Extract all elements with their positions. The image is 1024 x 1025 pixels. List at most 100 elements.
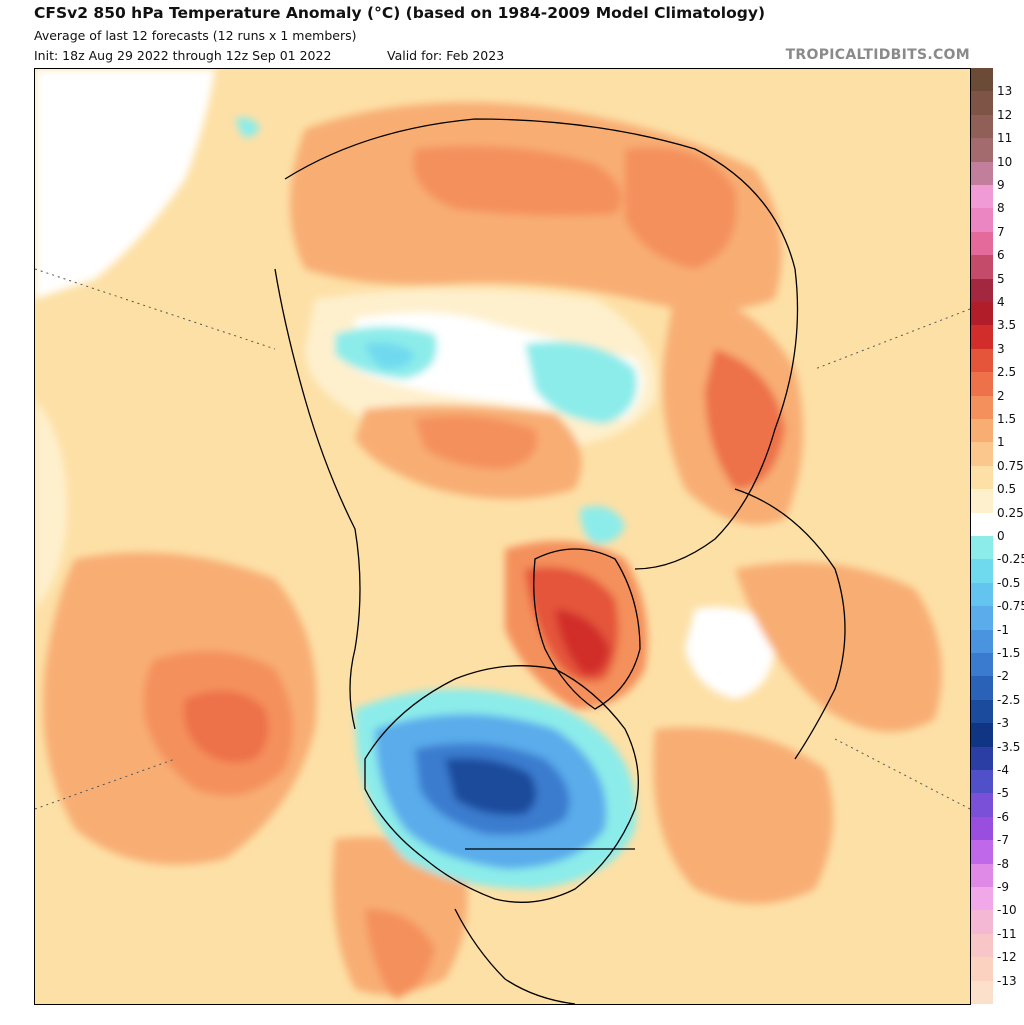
colorbar-label: 9 (997, 178, 1005, 192)
colorbar-swatch (971, 723, 993, 748)
colorbar-swatch (971, 231, 993, 256)
colorbar-label: -7 (997, 833, 1009, 848)
greenland-outline (533, 548, 641, 710)
colorbar-swatch (971, 676, 993, 701)
colorbar (971, 68, 993, 1005)
colorbar-swatch (971, 559, 993, 584)
colorbar-swatch (971, 68, 993, 92)
cold-spot-northwest (235, 117, 260, 138)
colorbar-label: 1 (997, 435, 1005, 450)
colorbar-swatch (971, 816, 993, 841)
graticule (35, 268, 970, 810)
colorbar-swatch (971, 348, 993, 373)
colorbar-label: 1.5 (997, 412, 1017, 426)
colorbar-swatch (971, 699, 993, 724)
colorbar-swatch (971, 208, 993, 233)
colorbar-label: -13 (997, 973, 1017, 988)
meridian-line-northwest (35, 268, 276, 350)
colorbar-swatch (971, 582, 993, 607)
eurasia-outline (284, 118, 799, 570)
colorbar-label: 8 (997, 201, 1005, 216)
warm-core-northeast-pacific (184, 691, 269, 763)
warm-area-europe (735, 562, 942, 732)
chart-title: CFSv2 850 hPa Temperature Anomaly (°C) (… (34, 4, 766, 22)
cold-area-arctic-east (525, 341, 637, 424)
neutral-area-northwest (35, 69, 215, 299)
colorbar-swatch (971, 91, 993, 116)
neutral-area-north-atlantic (685, 607, 775, 699)
colorbar-label: -3.5 (997, 739, 1021, 754)
colorbar-swatch (971, 793, 993, 818)
colorbar-label: -8 (997, 856, 1009, 871)
colorbar-label: 0.25 (997, 505, 1024, 520)
colorbar-swatch (971, 980, 993, 1005)
colorbar-label: 2 (997, 388, 1005, 403)
cold-core-hudson-bay (445, 758, 537, 815)
colorbar-label: -6 (997, 809, 1009, 824)
warm-core-beaufort (415, 415, 537, 469)
neutral-area-west (35, 399, 67, 609)
warm-core-greenland (555, 609, 610, 675)
colorbar-label: 3.5 (997, 318, 1017, 333)
us-gulf-outline (454, 908, 576, 1004)
warm-area-atlantic (653, 727, 833, 904)
colorbar-label: 12 (997, 107, 1013, 122)
colorbar-label: -2.5 (997, 692, 1021, 707)
meridian-line-northeast (814, 308, 970, 370)
colorbar-label: -11 (997, 926, 1017, 941)
colorbar-label: -10 (997, 903, 1017, 918)
warm-core-mexico (365, 909, 435, 999)
north-america-outline (364, 665, 639, 903)
colorbar-label: -0.5 (997, 575, 1021, 590)
colorbar-swatch (971, 278, 993, 303)
colorbar-swatch (971, 442, 993, 467)
colorbar-swatch (971, 957, 993, 982)
colorbar-label: 10 (997, 154, 1013, 169)
colorbar-swatch (971, 114, 993, 139)
colorbar-swatch (971, 419, 993, 443)
colorbar-swatch (971, 255, 993, 280)
colorbar-label: 6 (997, 248, 1005, 263)
colorbar-swatch (971, 185, 993, 209)
colorbar-label: 11 (997, 131, 1013, 146)
colorbar-label: 3 (997, 341, 1005, 356)
colorbar-label: -0.75 (997, 599, 1024, 614)
cold-core-arctic-west (365, 342, 415, 369)
colorbar-label: 0 (997, 529, 1005, 543)
colorbar-swatch (971, 302, 993, 326)
colorbar-swatch (971, 606, 993, 631)
colorbar-swatch (971, 138, 993, 163)
colorbar-label: 2.5 (997, 365, 1017, 380)
colorbar-swatch (971, 770, 993, 794)
colorbar-swatch (971, 465, 993, 490)
colorbar-swatch (971, 161, 993, 186)
valid-time: Valid for: Feb 2023 (387, 48, 505, 63)
alaska-siberia-outline (274, 268, 361, 730)
colorbar-swatch (971, 489, 993, 514)
warm-core-central-siberia (625, 147, 737, 269)
colorbar-label: -1.5 (997, 646, 1021, 660)
coastlines (274, 118, 846, 1004)
meridian-line-southeast (834, 738, 970, 810)
colorbar-swatch (971, 933, 993, 958)
colorbar-swatch (971, 325, 993, 350)
cold-area-beaufort-sea (580, 506, 625, 544)
init-time: Init: 18z Aug 29 2022 through 12z Sep 01… (34, 48, 332, 63)
colorbar-label: 13 (997, 84, 1013, 99)
warm-core-siberia-north (413, 146, 622, 216)
colorbar-swatch (971, 863, 993, 888)
colorbar-label: 0.75 (997, 458, 1024, 473)
colorbar-swatch (971, 395, 993, 420)
colorbar-swatch (971, 653, 993, 677)
colorbar-swatch (971, 372, 993, 397)
colorbar-label: -4 (997, 763, 1009, 777)
colorbar-swatch (971, 536, 993, 560)
colorbar-label: -2 (997, 669, 1009, 684)
colorbar-label: -0.25 (997, 552, 1024, 567)
colorbar-swatch (971, 840, 993, 865)
colorbar-label: 7 (997, 224, 1005, 239)
site-brand[interactable]: TROPICALTIDBITS.COM (785, 47, 970, 63)
meridian-line-southwest (35, 758, 176, 810)
colorbar-label: -12 (997, 950, 1017, 965)
colorbar-label: -1 (997, 622, 1009, 637)
